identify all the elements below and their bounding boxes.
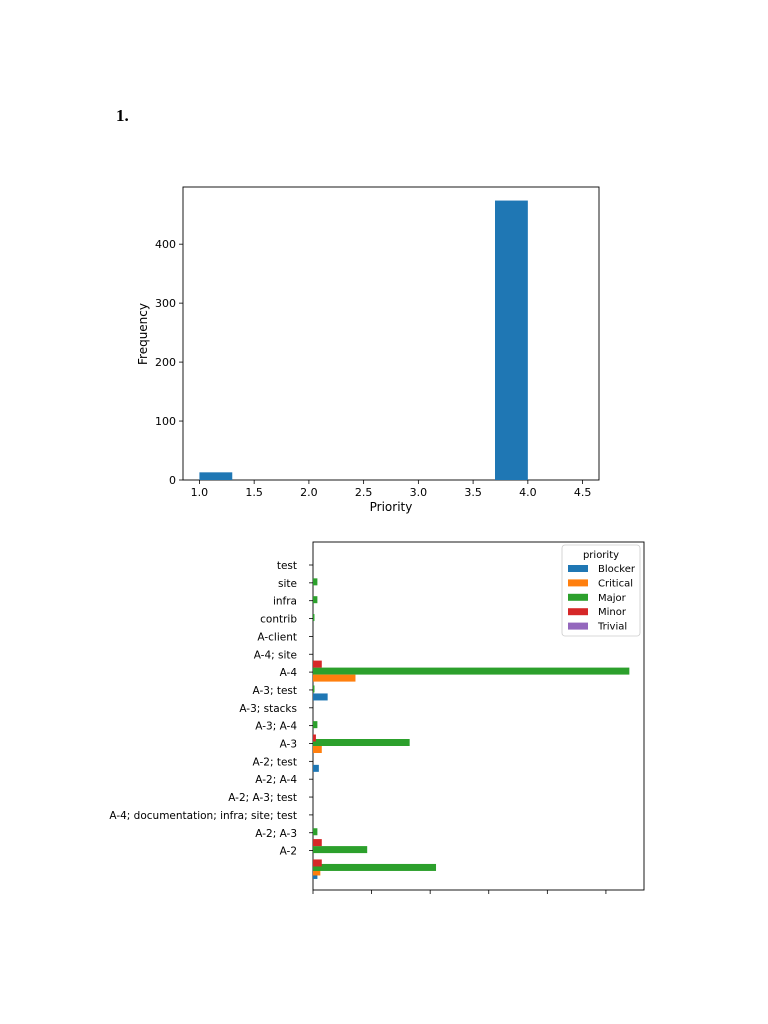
category-label: A-2 [280, 846, 297, 858]
histogram-x-tick-label: 1.5 [245, 486, 263, 499]
legend-label-minor: Minor [598, 607, 627, 618]
bar-chart-bars [313, 578, 630, 879]
bar-major [313, 614, 315, 622]
bar-major [313, 721, 318, 729]
histogram-y-tick-label: 0 [169, 474, 176, 487]
category-label: A-2; A-3 [255, 828, 297, 840]
histogram-y-tick-label: 100 [155, 415, 176, 428]
bar-minor [313, 660, 322, 668]
bar-major [313, 596, 318, 604]
bar-major [313, 685, 315, 693]
legend-swatch-minor [568, 608, 588, 616]
bar-critical [313, 674, 356, 682]
legend-label-major: Major [598, 593, 627, 604]
category-label: site [278, 578, 297, 590]
bar-critical [313, 868, 321, 876]
legend-label-critical: Critical [598, 578, 633, 589]
bar-major [313, 828, 318, 836]
category-label: test [277, 560, 297, 572]
category-label: A-4; site [254, 649, 297, 661]
category-label: A-3; stacks [239, 703, 297, 715]
bar-major [313, 863, 437, 871]
category-label: infra [273, 596, 297, 608]
histogram-x-tick-label: 3.5 [464, 486, 482, 499]
histogram-bars [199, 200, 528, 480]
bar-minor [313, 839, 322, 847]
histogram-y-tick-label: 200 [155, 356, 176, 369]
bar-chart-category-labels: test site infra contrib A-client A-4; site A-4… [109, 560, 313, 858]
legend-swatch-major [568, 593, 588, 601]
legend-title: priority [583, 550, 619, 561]
bar-minor [313, 734, 316, 742]
category-label: A-2; A-4 [255, 774, 297, 786]
category-label: A-4 [280, 667, 298, 679]
histogram-x-tick-label: 4.0 [519, 486, 537, 499]
histogram-y-tick-label: 300 [155, 297, 176, 310]
bar-major [313, 667, 630, 675]
category-label: A-client [257, 631, 297, 643]
histogram-y-ticks: 0 100 200 300 400 [155, 238, 183, 487]
category-label: A-4; documentation; infra; site; test [109, 810, 297, 822]
histogram-y-label: Frequency [136, 303, 150, 365]
bar-blocker [313, 693, 328, 701]
category-label: contrib [260, 614, 297, 626]
priority-bar-chart: test site infra contrib A-client A-4; site A-4… [109, 541, 645, 894]
bar-major [313, 846, 368, 854]
histogram-x-tick-label: 3.0 [410, 486, 428, 499]
category-label: A-2; test [253, 756, 297, 768]
bar-blocker [313, 764, 319, 772]
histogram-x-tick-label: 2.0 [300, 486, 318, 499]
histogram-y-tick-label: 400 [155, 238, 176, 251]
bar-major [313, 578, 318, 586]
legend-label-trivial: Trivial [597, 622, 627, 633]
histogram-x-tick-label: 1.0 [191, 486, 209, 499]
section-number: 1. [116, 106, 129, 125]
bar-plot-area [312, 541, 645, 891]
histogram-x-ticks: 1.0 1.5 2.0 2.5 3.0 3.5 4.0 4.5 [191, 480, 592, 499]
legend-swatch-blocker [568, 565, 588, 572]
histogram-plot-area [182, 186, 600, 481]
bar-major [313, 739, 410, 746]
legend-label-blocker: Blocker [598, 564, 636, 575]
category-label: A-3 [280, 739, 297, 751]
legend-swatch-trivial [568, 622, 588, 630]
bar-chart-x-ticks [312, 890, 607, 894]
histogram-chart: 1.0 1.5 2.0 2.5 3.0 3.5 4.0 4.5 0 100 200 300 400 P… [136, 186, 600, 514]
histogram-x-label: Priority [370, 500, 413, 514]
histogram-x-tick-label: 4.5 [574, 486, 592, 499]
category-label: A-3; test [253, 685, 297, 697]
category-label: A-2; A-3; test [228, 792, 297, 804]
histogram-x-tick-label: 2.5 [355, 486, 373, 499]
bar-critical [313, 746, 322, 753]
bar-minor [313, 859, 322, 867]
category-label: A-3; A-4 [255, 721, 297, 733]
legend-items: Blocker Critical Major Minor Trivial [568, 564, 636, 633]
bar-chart-legend: priority Blocker Critical Major Minor Trivia… [561, 544, 641, 637]
legend-swatch-critical [568, 579, 588, 587]
histogram-bar-9 [495, 200, 528, 480]
histogram-bar-0 [199, 472, 233, 480]
